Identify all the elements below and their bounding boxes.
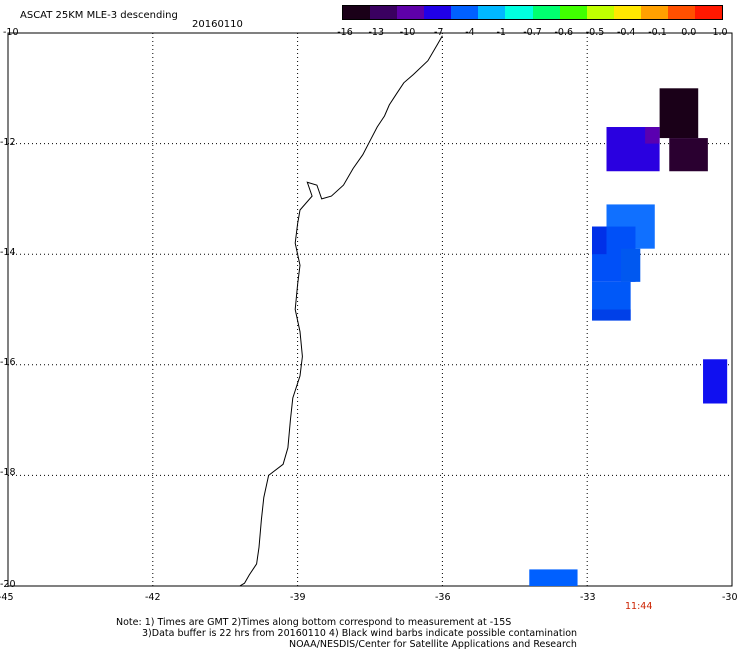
colorbar-label: -0.1 <box>648 27 667 38</box>
note-line-3: NOAA/NESDIS/Center for Satellite Applica… <box>289 639 577 650</box>
colorbar-segment <box>532 6 560 19</box>
wind-data-cell <box>703 359 728 404</box>
note-line-1: Note: 1) Times are GMT 2)Times along bot… <box>116 617 512 628</box>
colorbar-segment <box>586 6 614 19</box>
colorbar-segment <box>559 6 587 19</box>
colorbar-segment <box>451 6 479 19</box>
colorbar-label: 0.0 <box>681 27 697 38</box>
lon-label-36: -36 <box>435 592 451 603</box>
colorbar-label: -0.5 <box>585 27 605 38</box>
colorbar-label: -7 <box>434 27 444 38</box>
lat-lon-grid <box>8 33 732 586</box>
plot-frame <box>7 32 733 587</box>
colorbar-segment <box>343 6 371 19</box>
colorbar-label: -4 <box>465 27 475 38</box>
coastline <box>239 35 443 587</box>
colorbar-segment <box>613 6 641 19</box>
colorbar-label: -0.7 <box>523 27 542 38</box>
colorbar-label: -1 <box>496 27 506 38</box>
colorbar-segment <box>695 6 723 19</box>
colorbar-segment <box>478 6 506 19</box>
colorbar <box>342 5 723 20</box>
map-title: ASCAT 25KM MLE-3 descending <box>20 10 178 21</box>
lat-label-14: -14 <box>0 247 16 258</box>
lon-label-42: -42 <box>145 592 161 603</box>
wind-data-cell <box>659 88 699 139</box>
colorbar-label: -0.6 <box>554 27 574 38</box>
colorbar-segment <box>424 6 452 19</box>
lat-label-16: -16 <box>0 357 16 368</box>
wind-data-cell <box>620 248 641 282</box>
wind-data-cell <box>592 226 607 255</box>
lat-label-10: -10 <box>3 27 19 38</box>
lat-label-18: -18 <box>0 467 16 478</box>
colorbar-segment <box>370 6 398 19</box>
note-line-2: 3)Data buffer is 22 hrs from 20160110 4)… <box>142 628 578 639</box>
colorbar-label: -10 <box>399 27 416 38</box>
colorbar-segment <box>640 6 668 19</box>
lon-label-30: -30 <box>722 592 738 603</box>
colorbar-segment <box>397 6 425 19</box>
wind-data-cells <box>529 88 728 586</box>
lat-label-20: -20 <box>0 579 16 590</box>
wind-data-cell <box>669 138 708 172</box>
map-date: 20160110 <box>192 19 243 30</box>
lat-label-12: -12 <box>0 137 16 148</box>
lon-label-39: -39 <box>290 592 306 603</box>
lon-label-45: -45 <box>0 592 14 603</box>
wind-data-cell <box>529 569 578 586</box>
lon-label-33: -33 <box>580 592 596 603</box>
wind-data-cell <box>645 127 660 144</box>
colorbar-label: -16 <box>337 27 353 38</box>
colorbar-segment <box>505 6 533 19</box>
colorbar-segment <box>667 6 696 19</box>
colorbar-label: -0.4 <box>616 27 636 38</box>
colorbar-label: 1.0 <box>712 27 728 38</box>
colorbar-label: -13 <box>368 27 385 38</box>
pass-time-label: 11:44 <box>625 601 653 612</box>
wind-data-cell <box>592 309 631 321</box>
